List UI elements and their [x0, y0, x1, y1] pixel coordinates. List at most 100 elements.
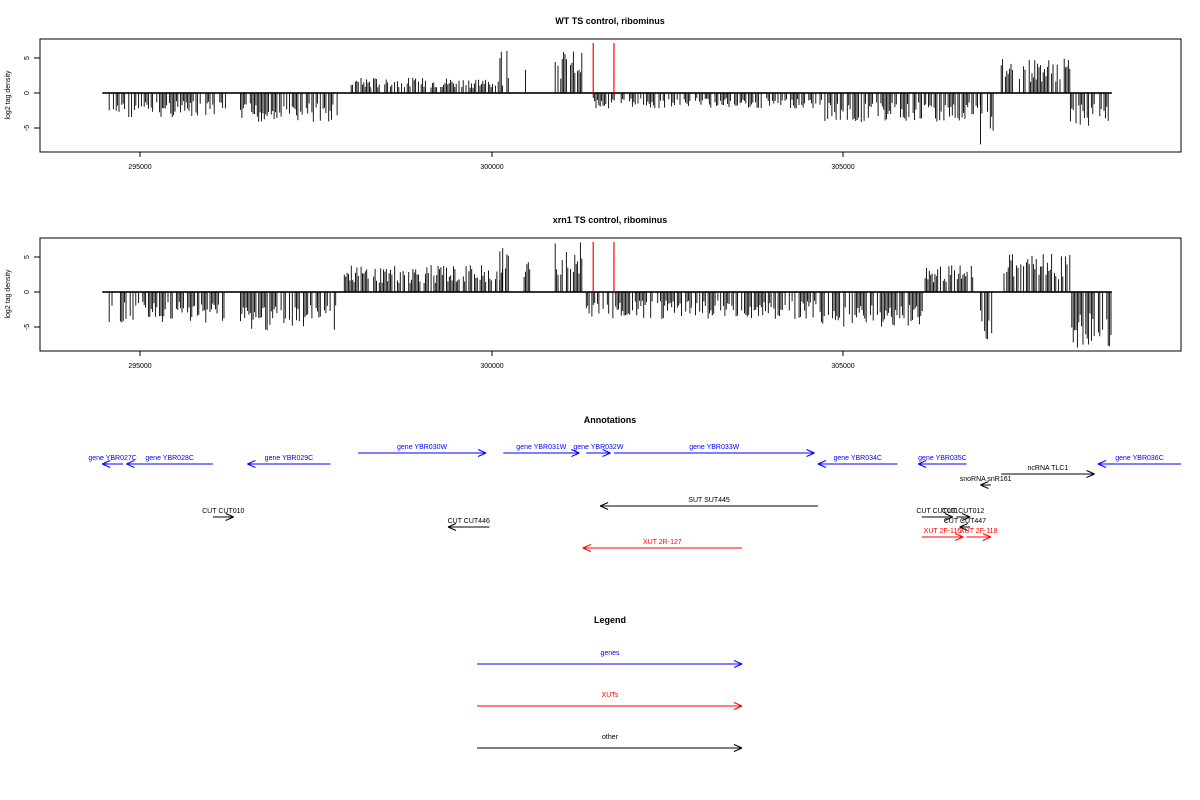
arrowhead: [602, 452, 611, 457]
arrowhead: [918, 460, 927, 465]
panel-xrn1-xtick-label: 305000: [831, 363, 854, 370]
annotation-feature: XUT 2F-116: [921, 528, 964, 541]
panel-wt-ytick-label: 5: [24, 56, 31, 60]
feature-label: ncRNA TLC1: [1028, 465, 1069, 472]
annotation-feature: gene YBR035C: [918, 455, 967, 468]
feature-label: CUT CUT011: [916, 508, 958, 515]
feature-label: gene YBR029C: [265, 455, 314, 462]
arrowhead: [959, 523, 968, 528]
arrowhead: [817, 463, 827, 468]
panel-wt-ytick-label: 0: [24, 91, 31, 95]
arrowhead: [582, 544, 592, 549]
feature-label: gene YBR028C: [145, 455, 194, 462]
panel-xrn1-xtick-label: 300000: [480, 363, 503, 370]
annotation-feature: gene YBR036C: [1097, 455, 1181, 468]
feature-label: XUT 2F-118: [960, 528, 998, 535]
panel-xrn1-ytick-label: 5: [24, 255, 31, 259]
arrowhead: [599, 505, 609, 510]
feature-label: gene YBR031W: [516, 444, 566, 451]
panel-wt-xtick-label: 295000: [128, 164, 151, 171]
panel-wt: WT TS control, ribominus log2 tag densit…: [5, 16, 1182, 171]
arrowhead: [1097, 460, 1107, 465]
annotation-feature: CUT CUT447: [944, 518, 986, 531]
arrowhead: [806, 449, 815, 454]
feature-label: gene YBR027C: [88, 455, 137, 462]
annotation-feature: gene YBR032W: [573, 444, 624, 457]
arrowhead: [102, 460, 111, 465]
arrowhead: [918, 463, 927, 468]
panel-xrn1: xrn1 TS control, ribominus log2 tag dens…: [5, 215, 1182, 370]
annotation-feature: XUT 2F-118: [960, 528, 998, 541]
arrowhead: [1086, 470, 1095, 475]
annotation-feature: SUT SUT445: [599, 497, 818, 510]
legend-label: genes: [600, 650, 620, 657]
panel-xrn1-ytick-label: -5: [24, 324, 31, 330]
annotation-feature: gene YBR031W: [503, 444, 580, 457]
feature-label: gene YBR030W: [397, 444, 447, 451]
arrowhead: [980, 481, 989, 486]
panel-wt-x-axis: 295000 300000 305000: [128, 152, 855, 171]
arrowhead: [733, 705, 743, 710]
arrowhead: [944, 516, 954, 521]
arrowhead: [477, 449, 487, 454]
annotations-title: Annotations: [584, 415, 637, 425]
arrowhead: [102, 463, 111, 468]
legend-entries: genes XUTs other: [477, 650, 743, 752]
panel-wt-bars: [102, 43, 1112, 145]
annotations-track: Annotations gene YBR027C gene YBR028C gene…: [88, 415, 1181, 552]
annotation-feature: gene YBR033W: [613, 444, 815, 457]
arrowhead: [225, 516, 234, 521]
feature-label: CUT CUT010: [202, 508, 244, 515]
legend-title: Legend: [594, 615, 626, 625]
arrowhead: [571, 449, 580, 454]
annotation-feature: gene YBR029C: [247, 455, 331, 468]
feature-label: SUT SUT445: [688, 497, 730, 504]
annotation-feature: XUT 2R-127: [582, 539, 742, 552]
arrowhead: [599, 502, 609, 507]
feature-label: XUT 2R-127: [643, 539, 682, 546]
arrowhead: [571, 452, 580, 457]
panel-wt-y-axis: -5 0 5: [24, 56, 40, 131]
panel-wt-title: WT TS control, ribominus: [555, 16, 665, 26]
arrowhead: [1086, 473, 1095, 478]
arrowhead: [733, 660, 743, 665]
panel-wt-xtick-label: 300000: [480, 164, 503, 171]
feature-label: gene YBR033W: [689, 444, 739, 451]
legend-entry: other: [477, 734, 743, 752]
arrowhead: [247, 460, 256, 465]
arrowhead: [806, 452, 815, 457]
arrowhead: [733, 744, 743, 749]
panel-wt-ytick-label: -5: [24, 125, 31, 131]
arrowhead: [954, 533, 964, 538]
annotation-features: gene YBR027C gene YBR028C gene YBR029C gene…: [88, 444, 1181, 552]
arrowhead: [602, 449, 611, 454]
arrowhead: [225, 513, 234, 518]
arrowhead: [247, 463, 256, 468]
arrowhead: [959, 526, 968, 531]
feature-label: CUT CUT447: [944, 518, 986, 525]
feature-label: gene YBR034C: [833, 455, 882, 462]
panel-xrn1-y-axis: -5 0 5: [24, 255, 40, 330]
legend-label: XUTs: [602, 692, 619, 699]
annotation-feature: gene YBR028C: [126, 455, 213, 468]
annotation-feature: CUT CUT011: [916, 508, 958, 521]
arrowhead: [944, 513, 954, 518]
feature-label: gene YBR035C: [918, 455, 967, 462]
arrowhead: [477, 452, 487, 457]
arrowhead: [733, 747, 743, 752]
arrowhead: [1097, 463, 1107, 468]
arrowhead: [582, 547, 592, 552]
panel-wt-xtick-label: 305000: [831, 164, 854, 171]
annotation-feature: gene YBR030W: [358, 444, 487, 457]
feature-label: gene YBR036C: [1115, 455, 1164, 462]
arrowhead: [447, 523, 457, 528]
arrowhead: [733, 702, 743, 707]
feature-label: CUT CUT446: [448, 518, 490, 525]
annotation-feature: gene YBR034C: [817, 455, 898, 468]
arrowhead: [126, 463, 135, 468]
feature-label: gene YBR032W: [573, 444, 623, 451]
annotation-feature: gene YBR027C: [88, 455, 137, 468]
arrowhead: [126, 460, 135, 465]
arrowhead: [733, 663, 743, 668]
